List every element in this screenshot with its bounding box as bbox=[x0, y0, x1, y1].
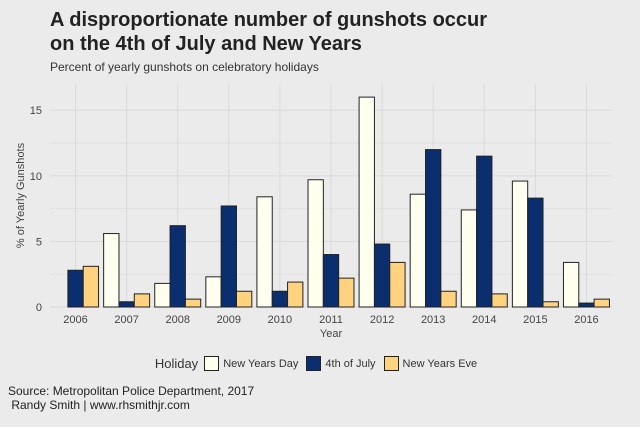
bar-new-years-day-2015 bbox=[511, 180, 529, 308]
x-tick-label: 2016 bbox=[574, 314, 598, 326]
x-tick-label: 2014 bbox=[472, 314, 496, 326]
bar-new-years-eve-2007 bbox=[133, 293, 151, 308]
bar-4th-of-july-2011 bbox=[322, 254, 340, 308]
legend-label-new-years-eve: New Years Eve bbox=[402, 357, 478, 370]
bar-new-years-eve-2010 bbox=[287, 281, 304, 308]
chart-title-line-2: on the 4th of July and New Years bbox=[50, 33, 362, 55]
bar-new-years-eve-2012 bbox=[389, 261, 406, 308]
bar-new-years-day-2008 bbox=[154, 282, 171, 308]
bar-new-years-day-2012 bbox=[358, 96, 375, 308]
x-tick-label: 2013 bbox=[421, 314, 445, 326]
chart-title-line-1: A disproportionate number of gunshots oc… bbox=[50, 9, 488, 31]
x-tick-label: 2006 bbox=[63, 314, 87, 326]
bar-new-years-eve-2009 bbox=[235, 290, 253, 308]
bar-chart: 0 5 10 15 2006 2007 2008 2009 2010 2011 2012 2013 20… bbox=[15, 84, 612, 340]
legend-label-new-years-day: New Years Day bbox=[223, 357, 299, 370]
bar-new-years-day-2014 bbox=[460, 209, 478, 308]
legend-label-4th-of-july: 4th of July bbox=[325, 357, 376, 370]
bar-new-years-day-2016 bbox=[562, 261, 580, 308]
chart-subtitle: Percent of yearly gunshots on celebrator… bbox=[50, 60, 319, 74]
x-tick-label: 2012 bbox=[370, 314, 394, 326]
bar-new-years-eve-2015 bbox=[542, 301, 559, 308]
bar-4th-of-july-2014 bbox=[476, 155, 493, 308]
x-tick-label: 2015 bbox=[523, 314, 547, 326]
bar-new-years-eve-2014 bbox=[491, 293, 508, 308]
author-caption: Randy Smith | www.rhsmithjr.com bbox=[8, 398, 190, 412]
legend-item-4th-of-july: 4th of July bbox=[306, 356, 376, 371]
bar-new-years-eve-2013 bbox=[440, 290, 457, 308]
legend-item-new-years-day: New Years Day bbox=[204, 356, 298, 371]
bar-new-years-eve-2008 bbox=[184, 298, 202, 308]
legend-swatch-new-years-eve bbox=[383, 356, 399, 371]
y-axis-label: % of Yearly Gunshots bbox=[15, 142, 27, 248]
bar-new-years-day-2009 bbox=[205, 276, 222, 308]
bar-new-years-eve-2011 bbox=[338, 277, 355, 308]
bar-new-years-day-2011 bbox=[307, 179, 324, 308]
x-tick-label: 2010 bbox=[268, 314, 292, 326]
legend-swatch-new-years-day bbox=[204, 356, 220, 371]
bar-new-years-eve-2016 bbox=[593, 298, 610, 308]
legend: Holiday New Years Day 4th of July New Ye… bbox=[0, 356, 640, 371]
bar-4th-of-july-2010 bbox=[271, 290, 289, 308]
y-tick-label: 10 bbox=[30, 171, 42, 183]
x-tick-label: 2008 bbox=[165, 314, 189, 326]
source-caption: Source: Metropolitan Police Department, … bbox=[8, 384, 255, 398]
x-axis-label: Year bbox=[320, 328, 343, 340]
legend-title: Holiday bbox=[154, 356, 199, 371]
bar-new-years-day-2010 bbox=[256, 196, 273, 308]
y-tick-label: 15 bbox=[30, 105, 42, 117]
bar-4th-of-july-2009 bbox=[220, 205, 237, 308]
chart-title: A disproportionate number of gunshots oc… bbox=[50, 8, 610, 56]
bar-4th-of-july-2015 bbox=[527, 197, 544, 308]
bar-4th-of-july-2013 bbox=[425, 149, 442, 308]
bar-new-years-day-2007 bbox=[103, 233, 120, 308]
bar-4th-of-july-2006 bbox=[67, 269, 84, 308]
bar-4th-of-july-2012 bbox=[373, 243, 391, 308]
bar-4th-of-july-2008 bbox=[169, 225, 186, 308]
legend-item-new-years-eve: New Years Eve bbox=[383, 356, 478, 371]
y-tick-label: 5 bbox=[36, 236, 42, 248]
bar-4th-of-july-2007 bbox=[118, 301, 135, 308]
bar-4th-of-july-2016 bbox=[578, 302, 595, 308]
x-tick-label: 2009 bbox=[217, 314, 241, 326]
y-tick-label: 0 bbox=[36, 302, 42, 314]
caption: Source: Metropolitan Police Department, … bbox=[8, 384, 254, 412]
x-tick-label: 2007 bbox=[114, 314, 138, 326]
bar-new-years-eve-2006 bbox=[82, 265, 100, 308]
x-tick-label: 2011 bbox=[319, 314, 343, 326]
bar-new-years-day-2013 bbox=[409, 193, 427, 308]
legend-swatch-4th-of-july bbox=[306, 356, 322, 371]
